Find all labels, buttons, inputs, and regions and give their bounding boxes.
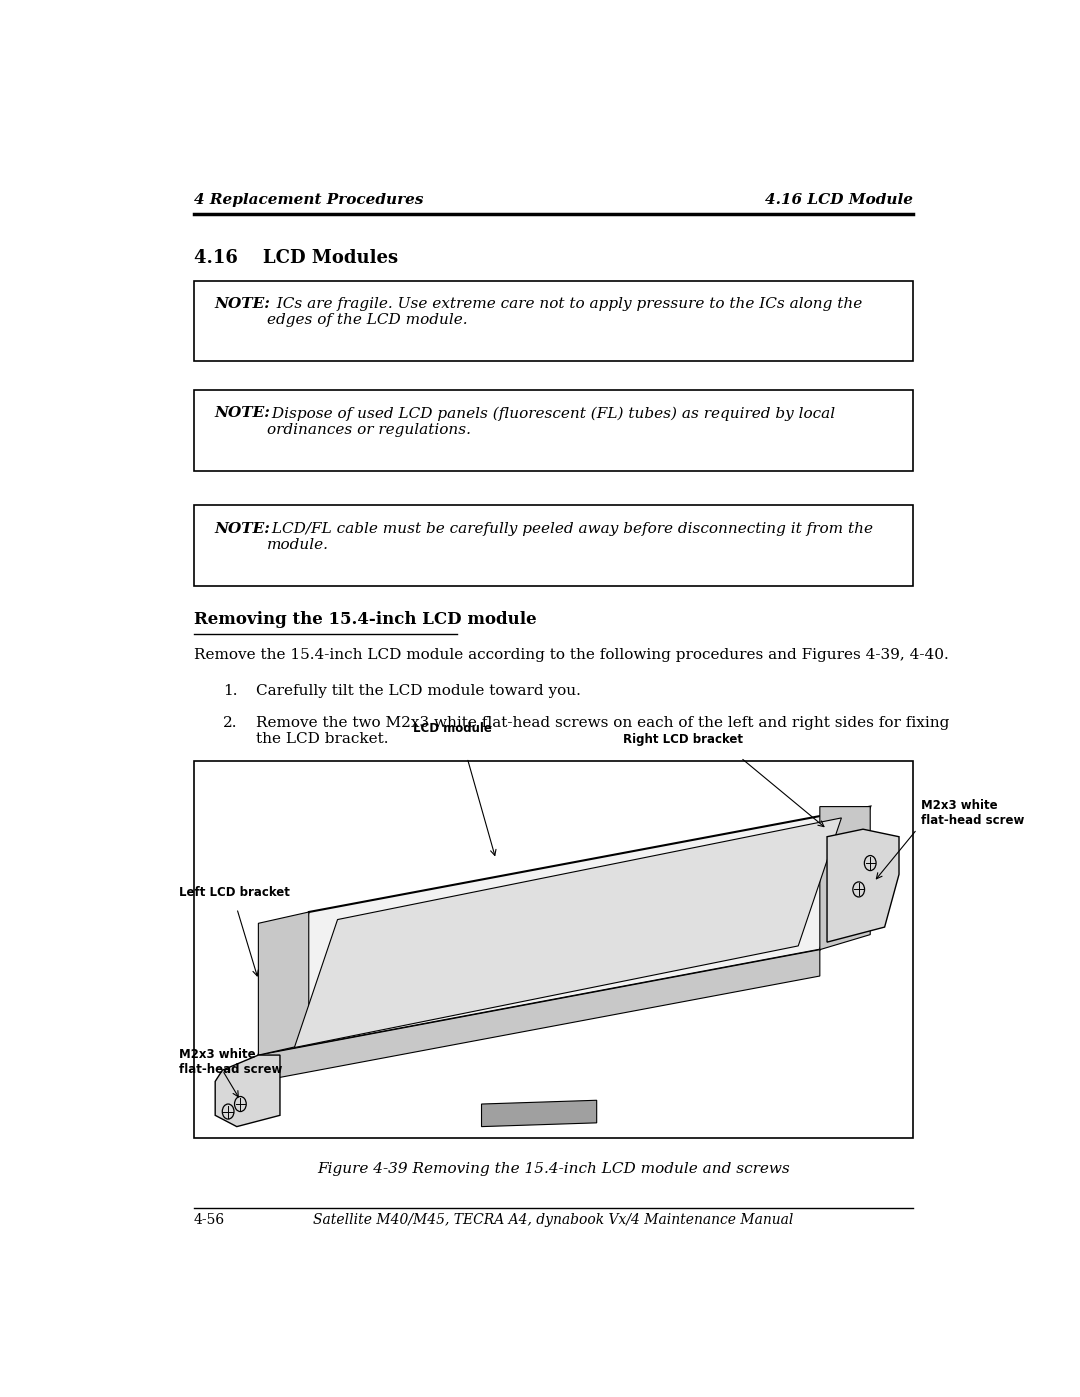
Text: Remove the two M2x3 white flat-head screws on each of the left and right sides f: Remove the two M2x3 white flat-head scre… xyxy=(256,717,949,746)
Text: NOTE:: NOTE: xyxy=(215,521,270,535)
Polygon shape xyxy=(258,912,309,1055)
Text: 2.: 2. xyxy=(222,717,238,731)
FancyBboxPatch shape xyxy=(193,390,914,471)
Text: M2x3 white
flat-head screw: M2x3 white flat-head screw xyxy=(920,799,1024,827)
FancyBboxPatch shape xyxy=(193,506,914,587)
Polygon shape xyxy=(258,806,870,1055)
Text: 4.16 LCD Module: 4.16 LCD Module xyxy=(766,193,914,207)
Text: NOTE:: NOTE: xyxy=(215,407,270,420)
Polygon shape xyxy=(215,1055,280,1126)
Text: 4 Replacement Procedures: 4 Replacement Procedures xyxy=(193,193,423,207)
FancyBboxPatch shape xyxy=(193,761,914,1139)
FancyBboxPatch shape xyxy=(193,281,914,362)
Text: Dispose of used LCD panels (fluorescent (FL) tubes) as required by local
ordinan: Dispose of used LCD panels (fluorescent … xyxy=(267,407,835,437)
Text: 1.: 1. xyxy=(222,685,238,698)
Text: Left LCD bracket: Left LCD bracket xyxy=(179,886,291,898)
Text: Right LCD bracket: Right LCD bracket xyxy=(623,733,743,746)
Polygon shape xyxy=(482,1101,596,1126)
Text: NOTE:: NOTE: xyxy=(215,296,270,310)
Text: Figure 4-39 Removing the 15.4-inch LCD module and screws: Figure 4-39 Removing the 15.4-inch LCD m… xyxy=(318,1161,789,1176)
Text: LCD module: LCD module xyxy=(414,722,492,735)
Text: LCD/FL cable must be carefully peeled away before disconnecting it from the
modu: LCD/FL cable must be carefully peeled aw… xyxy=(267,521,874,552)
Polygon shape xyxy=(295,817,841,1048)
Text: ICs are fragile. Use extreme care not to apply pressure to the ICs along the
edg: ICs are fragile. Use extreme care not to… xyxy=(267,296,863,327)
Text: Remove the 15.4-inch LCD module according to the following procedures and Figure: Remove the 15.4-inch LCD module accordin… xyxy=(193,648,948,662)
Polygon shape xyxy=(827,830,899,942)
Polygon shape xyxy=(820,806,870,950)
Text: 4.16    LCD Modules: 4.16 LCD Modules xyxy=(193,250,397,267)
Text: Carefully tilt the LCD module toward you.: Carefully tilt the LCD module toward you… xyxy=(256,685,581,698)
Text: 4-56: 4-56 xyxy=(193,1213,225,1227)
Text: Removing the 15.4-inch LCD module: Removing the 15.4-inch LCD module xyxy=(193,610,536,627)
Text: Satellite M40/M45, TECRA A4, dynabook Vx/4 Maintenance Manual: Satellite M40/M45, TECRA A4, dynabook Vx… xyxy=(313,1213,794,1227)
Text: M2x3 white
flat-head screw: M2x3 white flat-head screw xyxy=(179,1048,283,1076)
Polygon shape xyxy=(258,950,820,1081)
